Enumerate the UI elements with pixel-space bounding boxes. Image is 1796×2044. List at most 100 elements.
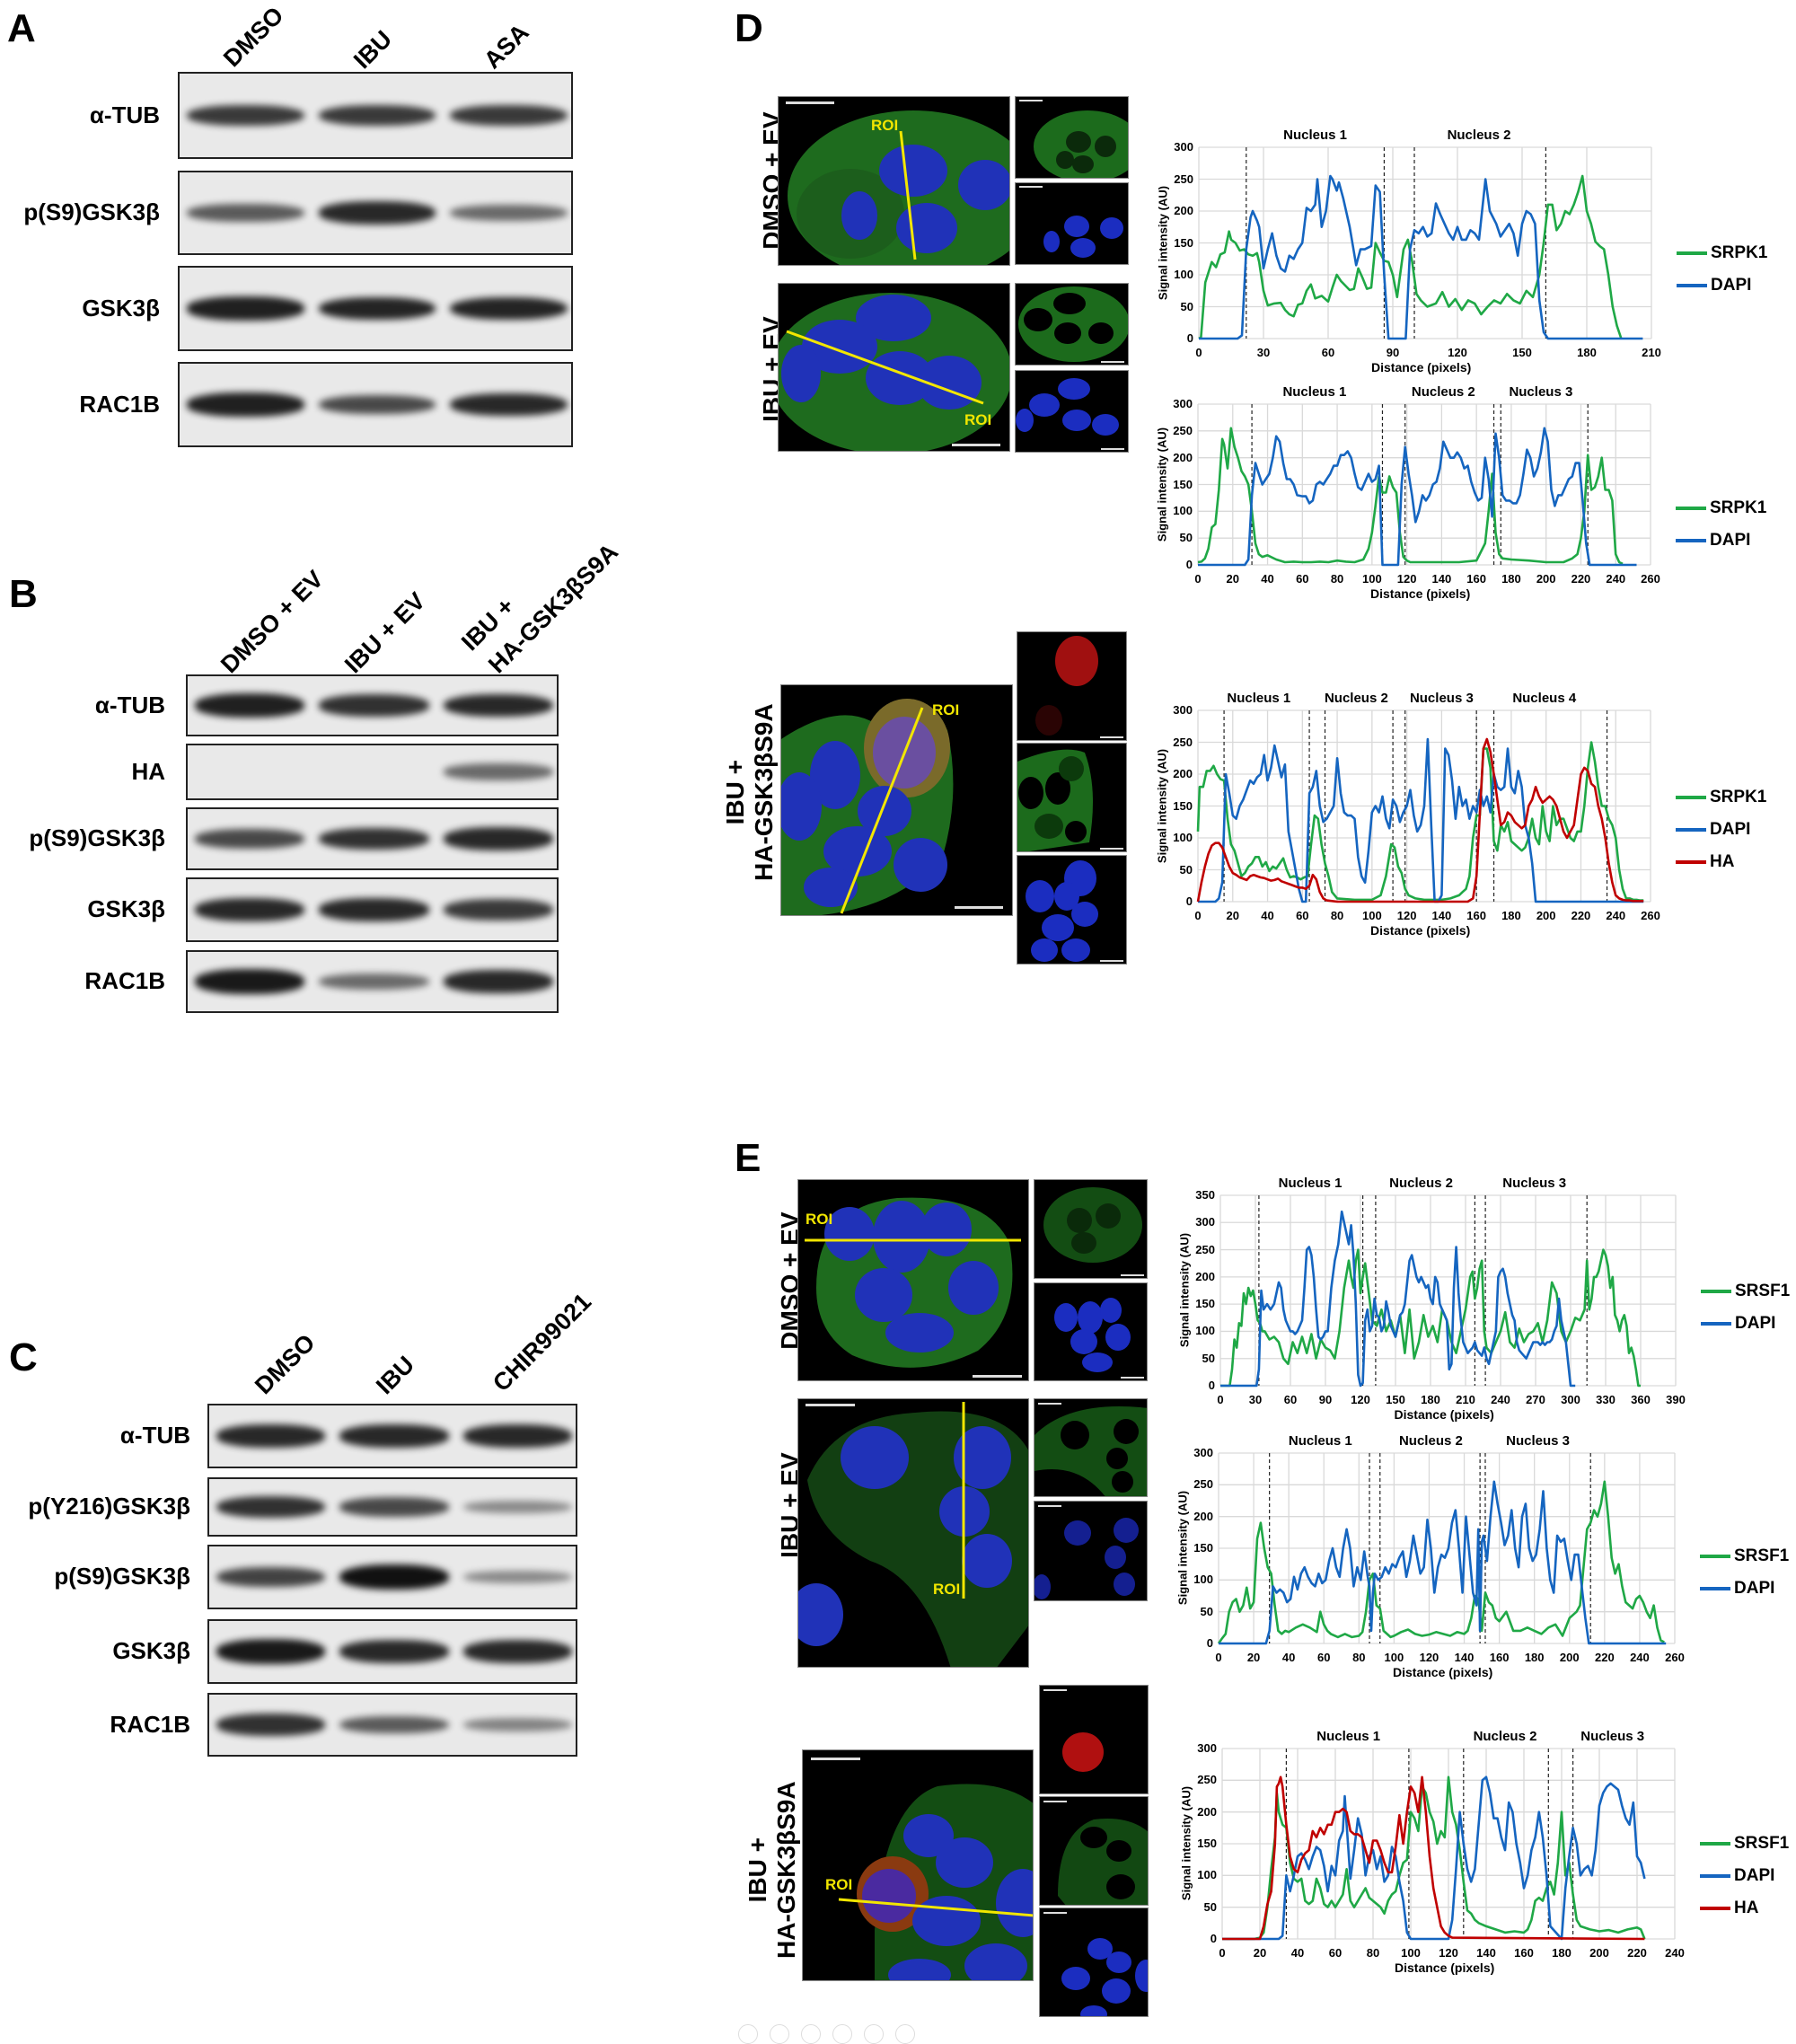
x-tick-label: 330 (1596, 1393, 1616, 1406)
merged-micrograph: ROI (797, 1398, 1029, 1668)
green-channel (1034, 110, 1128, 178)
red-channel (1035, 636, 1098, 736)
legend-item: HA (1700, 1892, 1789, 1925)
scale-bar (806, 1404, 855, 1406)
protein-band (216, 1639, 326, 1664)
y-tick-label: 100 (1193, 1573, 1213, 1587)
y-tick-label: 200 (1193, 1509, 1213, 1523)
legend-label: DAPI (1734, 1866, 1775, 1885)
nucleus-label: Nucleus 1 (1283, 128, 1348, 143)
legend-swatch (1700, 1907, 1730, 1910)
blue-channel (1026, 860, 1098, 962)
x-tick-label: 260 (1641, 909, 1660, 922)
scale-bar (1100, 848, 1123, 850)
x-tick-label: 40 (1281, 1651, 1296, 1664)
x-tick-label: 30 (1248, 1393, 1263, 1406)
y-tick-label: 250 (1195, 1242, 1215, 1256)
x-tick-label: 0 (1194, 572, 1202, 586)
roi-line (786, 330, 984, 405)
dapi-channel-image (1015, 370, 1129, 453)
y-tick-label: 0 (1206, 1636, 1213, 1650)
y-tick-label: 300 (1193, 1446, 1213, 1459)
scale-bar (1038, 1403, 1061, 1405)
faint-circle-artifact (770, 2024, 789, 2044)
nucleus-label: Nucleus 1 (1316, 1729, 1381, 1744)
dapi-series-line (1222, 1775, 1646, 1941)
protein-band (319, 694, 429, 717)
panel-letter-c: C (9, 1335, 38, 1379)
legend-swatch (1700, 1555, 1730, 1558)
merged-micrograph: ROI (780, 684, 1013, 916)
y-axis-title: Signal intensity (AU) (1155, 427, 1169, 542)
x-tick-label: 120 (1439, 1946, 1458, 1960)
blot-strip (186, 674, 559, 736)
legend-swatch (1700, 1874, 1730, 1878)
lane-label: DMSO + EV (216, 565, 329, 679)
legend-label: HA (1710, 852, 1735, 871)
y-tick-label: 150 (1193, 1541, 1213, 1555)
chart-legend: SRSF1 DAPI (1700, 1540, 1789, 1605)
x-tick-label: 100 (1361, 909, 1382, 922)
x-tick-label: 20 (1226, 909, 1239, 922)
dapi-channel-image (1034, 1282, 1148, 1381)
dapi-channel-image (1034, 1501, 1148, 1601)
legend-label: DAPI (1711, 276, 1752, 295)
x-tick-label: 120 (1396, 572, 1417, 586)
scale-bar (1043, 1912, 1067, 1914)
lane-label: CHIR99021 (488, 1288, 597, 1397)
scale-bar (1019, 186, 1043, 188)
x-tick-label: 100 (1401, 1946, 1421, 1960)
y-tick-label: 150 (1173, 477, 1193, 491)
red-channel (1062, 1732, 1104, 1772)
legend-swatch (1701, 1290, 1731, 1293)
y-tick-label: 300 (1173, 703, 1193, 717)
scale-bar (1043, 1801, 1067, 1802)
y-tick-label: 300 (1195, 1215, 1215, 1229)
lane-label: ASA (479, 18, 534, 75)
x-tick-label: 220 (1627, 1946, 1647, 1960)
blue-channel (1061, 1938, 1148, 2016)
blot-strip (178, 171, 573, 255)
legend-item: SRPK1 (1676, 781, 1766, 814)
x-tick-label: 20 (1253, 1946, 1267, 1960)
srpk1-channel-image (1015, 96, 1129, 179)
y-tick-label: 250 (1174, 172, 1193, 186)
green-channel (1034, 1406, 1147, 1496)
blot-strip (207, 1619, 577, 1684)
y-axis-title: Signal intensity (AU) (1175, 1490, 1190, 1606)
protein-band (462, 1640, 572, 1663)
protein-band (216, 1495, 326, 1519)
blot-row-label: HA (131, 757, 165, 785)
dapi-channel-image (1015, 182, 1129, 265)
roi-label: ROI (806, 1211, 833, 1228)
scale-bar (952, 444, 1000, 446)
x-tick-label: 80 (1330, 909, 1344, 922)
y-tick-label: 200 (1174, 204, 1193, 217)
protein-band (450, 204, 568, 222)
blot-strip (207, 1404, 577, 1468)
blot-strip (186, 744, 559, 800)
x-tick-label: 0 (1195, 346, 1202, 359)
nucleus-label: Nucleus 2 (1398, 1433, 1463, 1449)
x-tick-label: 60 (1321, 346, 1335, 359)
x-tick-label: 90 (1318, 1393, 1333, 1406)
x-tick-label: 60 (1283, 1393, 1298, 1406)
x-tick-label: 180 (1524, 1651, 1545, 1664)
legend-swatch (1677, 284, 1707, 287)
plot-area (1219, 1194, 1677, 1388)
green-channel (1058, 1819, 1148, 1905)
srsf1-channel-image (1039, 1796, 1149, 1906)
protein-band (216, 1714, 326, 1736)
blot-strip (207, 1477, 577, 1537)
scale-bar (1038, 1505, 1061, 1507)
x-tick-label: 100 (1384, 1651, 1404, 1664)
legend-item: SRSF1 (1701, 1275, 1790, 1308)
x-axis-title: Distance (pixels) (1395, 1960, 1495, 1975)
y-tick-label: 100 (1174, 268, 1193, 281)
nucleus-label: Nucleus 1 (1278, 1176, 1343, 1191)
protein-band (187, 204, 304, 222)
lane-label: IBU + EV (339, 586, 431, 679)
condition-label: IBU + HA-GSK3βS9A (721, 693, 779, 891)
y-tick-label: 200 (1195, 1269, 1215, 1283)
blot-strip (186, 807, 559, 870)
